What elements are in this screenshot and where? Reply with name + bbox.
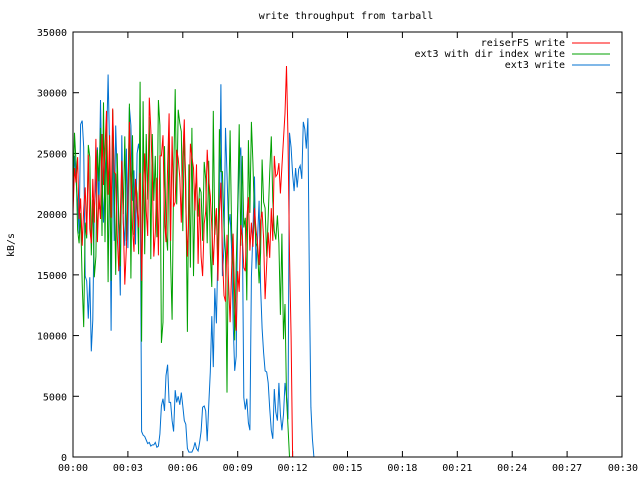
x-tick-label: 00:12 bbox=[278, 463, 308, 474]
series-line-ext3-with-dir-index-write bbox=[72, 81, 290, 458]
x-tick-label: 00:30 bbox=[608, 463, 638, 474]
x-tick-label: 00:03 bbox=[113, 463, 143, 474]
tick-labels: 0 5000 10000 15000 20000 25000 30000 35000 00:00… bbox=[37, 28, 638, 474]
y-tick-label: 10000 bbox=[37, 332, 67, 343]
y-tick-label: 20000 bbox=[37, 210, 67, 221]
x-tick-label: 00:27 bbox=[552, 463, 582, 474]
y-tick-label: 5000 bbox=[43, 392, 67, 403]
x-tick-label: 00:15 bbox=[332, 463, 362, 474]
series-lines bbox=[72, 65, 315, 458]
y-axis-label: kB/s bbox=[6, 233, 17, 257]
x-tick-label: 00:09 bbox=[223, 463, 253, 474]
y-tick-label: 35000 bbox=[37, 28, 67, 39]
y-tick-label: 30000 bbox=[37, 89, 67, 100]
x-tick-label: 00:21 bbox=[442, 463, 472, 474]
chart-title: write throughput from tarball bbox=[259, 11, 434, 22]
legend-label-reiserfs-write: reiserFS write bbox=[481, 38, 565, 49]
legend-label-ext3-write: ext3 write bbox=[505, 60, 565, 71]
x-tick-label: 00:00 bbox=[58, 463, 88, 474]
x-tick-label: 00:24 bbox=[497, 463, 527, 474]
y-tick-label: 15000 bbox=[37, 271, 67, 282]
tick-marks bbox=[72, 31, 623, 458]
x-tick-label: 00:18 bbox=[387, 463, 417, 474]
series-line-ext3-write bbox=[72, 74, 315, 458]
y-tick-label: 25000 bbox=[37, 149, 67, 160]
y-tick-label: 0 bbox=[61, 453, 67, 464]
x-tick-label: 00:06 bbox=[168, 463, 198, 474]
series-line-reiserfs-write bbox=[72, 65, 294, 458]
plot-border bbox=[72, 31, 623, 458]
legend-label-ext3-with-dir-index-write: ext3 with dir index write bbox=[414, 49, 565, 60]
